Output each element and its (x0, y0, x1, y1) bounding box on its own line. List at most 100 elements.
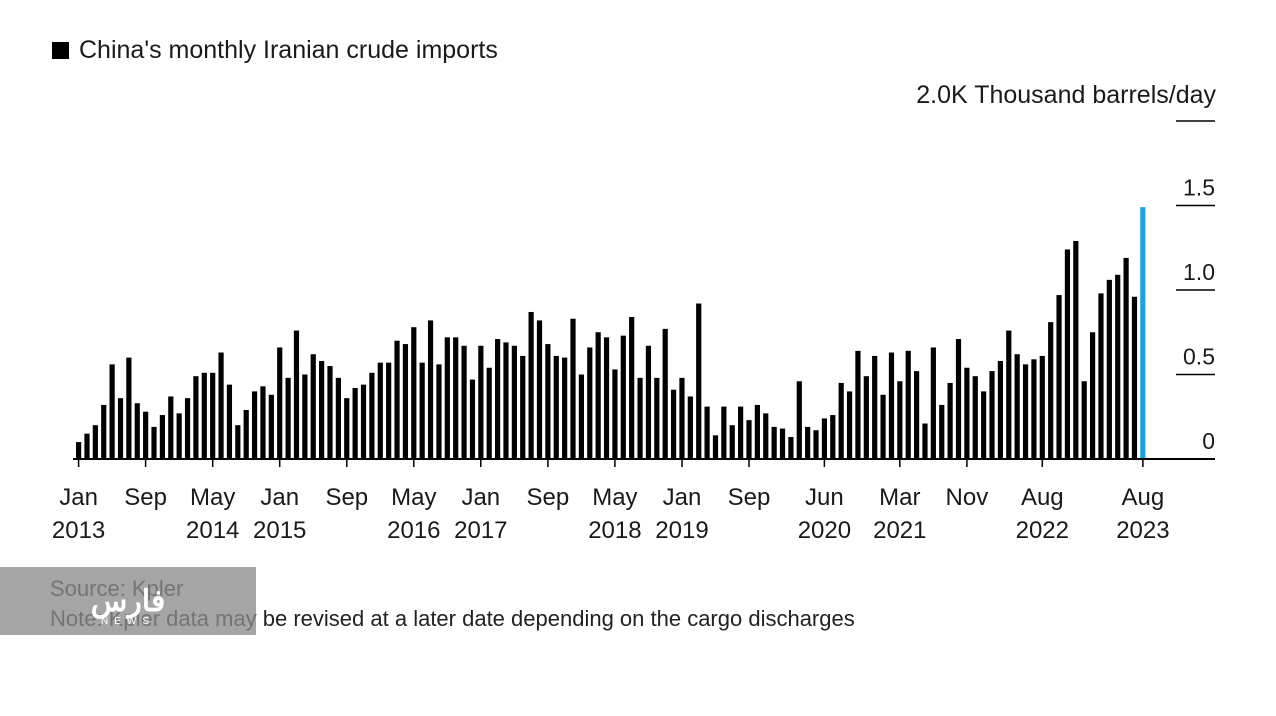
bar (419, 362, 425, 459)
bar (545, 344, 551, 459)
x-tick-label: Jan (59, 484, 98, 511)
y-tick-label: 1.0 (1183, 259, 1215, 285)
bar (520, 355, 526, 459)
bar (905, 350, 911, 459)
x-tick-year-label: 2014 (186, 517, 239, 544)
bar (830, 415, 836, 459)
x-tick-label: Jan (260, 484, 299, 511)
bar (360, 384, 367, 459)
chart-legend: China's monthly Iranian crude imports (52, 36, 498, 65)
bar (1106, 279, 1112, 459)
bar (863, 376, 869, 459)
bar (1031, 359, 1037, 459)
x-tick-year-label: 2019 (655, 517, 708, 544)
bar (243, 409, 249, 459)
bar (712, 435, 719, 459)
bar (1039, 355, 1045, 459)
bar (779, 428, 786, 459)
bar (788, 437, 794, 459)
bar (846, 391, 853, 459)
bar (293, 330, 300, 459)
bar (738, 406, 744, 459)
bar (151, 426, 157, 459)
bar (478, 345, 484, 459)
bar (453, 337, 459, 459)
x-tick-year-label: 2022 (1016, 517, 1069, 544)
bar (1131, 296, 1138, 459)
bar (704, 406, 710, 459)
bars (76, 207, 1146, 459)
bar (1089, 332, 1096, 459)
x-tick-year-label: 2016 (387, 517, 440, 544)
bar (637, 377, 643, 459)
x-tick-year-label: 2021 (873, 517, 926, 544)
bar (184, 398, 191, 459)
bar (964, 367, 970, 459)
bar (1014, 354, 1020, 459)
bar (754, 404, 760, 459)
bar (394, 340, 400, 459)
bar (268, 394, 274, 459)
bar (469, 379, 476, 459)
x-tick-year-label: 2023 (1116, 517, 1169, 544)
bar (210, 372, 216, 459)
y-tick-label: 0.5 (1183, 344, 1215, 370)
bar (721, 406, 727, 459)
bar-highlight (1140, 207, 1146, 459)
bar (226, 384, 233, 459)
bar (511, 345, 517, 459)
bar (553, 355, 559, 459)
x-tick-label: May (391, 484, 436, 511)
x-tick-label: Sep (124, 484, 167, 511)
bar (1048, 322, 1054, 459)
bar (369, 372, 375, 459)
bar (1081, 381, 1087, 459)
bar (679, 377, 685, 459)
x-tick-label: Aug (1122, 484, 1165, 511)
bar (486, 367, 492, 459)
bar (319, 360, 325, 459)
x-axis: Jan 2013 Sep May 2014 Jan 2015 Sep May 2016 Jan 201… (52, 459, 1170, 544)
bar (981, 391, 987, 459)
bar (897, 381, 903, 459)
x-tick-label: May (190, 484, 235, 511)
bar (805, 426, 811, 459)
bar (92, 425, 98, 459)
bar (1056, 295, 1062, 459)
bar (1098, 293, 1104, 459)
bar (670, 389, 677, 459)
bar (629, 317, 635, 459)
bar (193, 376, 199, 459)
bar (218, 352, 224, 459)
y-axis-unit-label: 2.0K Thousand barrels/day (916, 81, 1216, 109)
bar (880, 394, 886, 459)
bar (461, 345, 467, 459)
x-tick-year-label: 2017 (454, 517, 507, 544)
bar (277, 347, 283, 459)
bar (76, 442, 82, 459)
bar (109, 364, 115, 459)
bar (1022, 364, 1029, 459)
bar (763, 413, 769, 459)
bar (662, 328, 668, 459)
bar (914, 371, 920, 459)
x-tick-label: Jan (663, 484, 702, 511)
bar (101, 404, 107, 459)
x-tick-label: Jan (461, 484, 500, 511)
bar (872, 355, 878, 459)
bar (411, 327, 417, 459)
bar (972, 376, 978, 459)
bar (687, 396, 693, 459)
bar (997, 360, 1003, 459)
bar (855, 350, 861, 459)
bar (260, 386, 266, 459)
y-tick-label: 1.5 (1183, 175, 1215, 201)
bar (327, 366, 333, 459)
x-tick-year-label: 2013 (52, 517, 105, 544)
bar (587, 347, 593, 459)
bar (939, 404, 945, 459)
bar (947, 382, 953, 459)
bar (930, 347, 936, 459)
bar (536, 320, 543, 459)
bar (1115, 274, 1121, 459)
